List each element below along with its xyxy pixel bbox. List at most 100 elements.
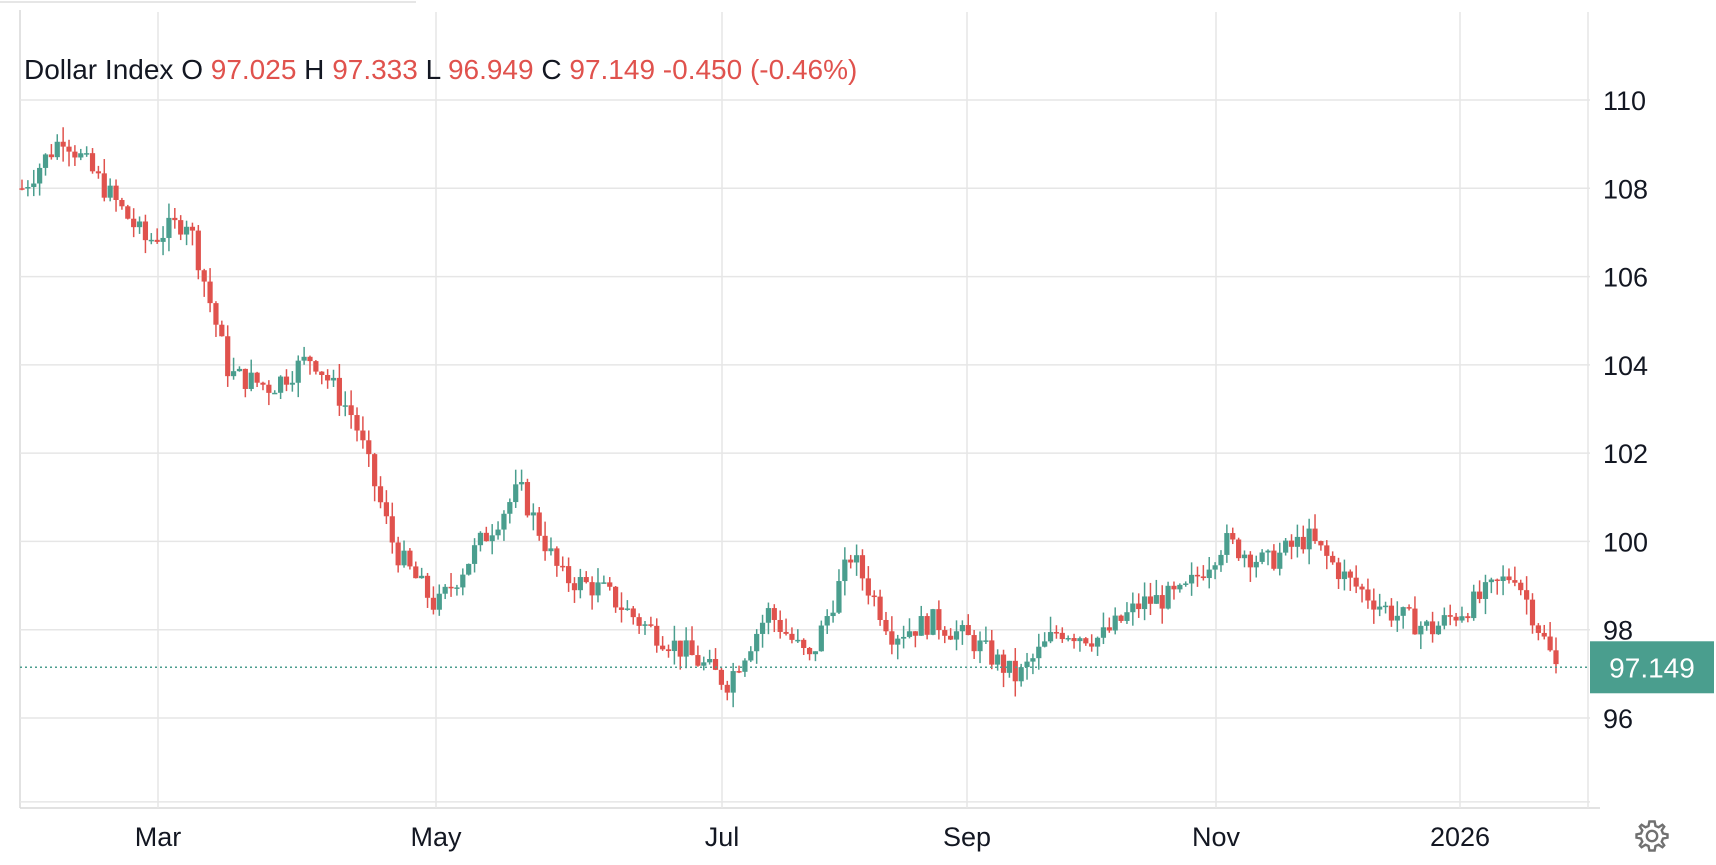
candle-body xyxy=(489,535,495,542)
candle-body xyxy=(1083,638,1089,644)
candle-body xyxy=(1265,550,1271,553)
candle-body xyxy=(31,183,37,187)
candle-body xyxy=(1482,582,1489,599)
candle-body xyxy=(1541,632,1547,637)
candle-body xyxy=(1000,654,1007,673)
last-price-tag-text: 97.149 xyxy=(1609,652,1695,683)
candle-body xyxy=(1476,591,1483,599)
candle-body xyxy=(554,548,560,566)
candle-body xyxy=(1042,641,1048,647)
candle-body xyxy=(301,356,307,361)
candle-body xyxy=(225,336,231,377)
candle-body xyxy=(1165,585,1171,609)
candle-body xyxy=(1335,562,1342,580)
candle-body xyxy=(1018,667,1024,682)
candle-body xyxy=(648,624,654,626)
candle-body xyxy=(1047,632,1054,642)
candle-body xyxy=(1089,643,1095,647)
legend-open-label: O xyxy=(181,54,203,85)
candle-body xyxy=(1294,536,1300,547)
candle-body xyxy=(254,372,260,383)
candle-body xyxy=(1330,555,1336,563)
legend-change-pct: (-0.46%) xyxy=(749,54,858,85)
candle-body xyxy=(1241,554,1248,559)
candle-body xyxy=(372,454,378,487)
candle-body xyxy=(1012,660,1018,682)
candle-body xyxy=(624,608,630,610)
candle-body xyxy=(413,566,419,579)
candle-body xyxy=(1471,591,1477,619)
candle-body xyxy=(37,167,43,184)
candle-body xyxy=(1359,586,1365,590)
candle-body xyxy=(483,532,489,542)
candle-body xyxy=(654,625,660,646)
candle-body xyxy=(131,218,137,228)
candle-body xyxy=(419,575,425,579)
candle-body xyxy=(513,484,519,503)
candle-body xyxy=(812,651,819,655)
candle-body xyxy=(495,529,501,536)
candle-body xyxy=(1030,658,1036,662)
candle-body xyxy=(630,608,636,618)
candle-body xyxy=(48,154,54,158)
legend-close-value: 97.149 xyxy=(569,54,656,85)
y-tick-label: 96 xyxy=(1603,704,1633,734)
candle-body xyxy=(842,559,848,582)
candle-body xyxy=(560,565,566,568)
candle-body xyxy=(1547,636,1553,651)
candle-body xyxy=(1189,574,1195,584)
candle-body xyxy=(1147,596,1154,604)
candle-body xyxy=(1112,615,1118,631)
candle-body xyxy=(389,516,395,543)
candle-body xyxy=(818,625,824,652)
candle-body xyxy=(383,502,389,517)
candle-body xyxy=(518,482,525,485)
candle-body xyxy=(607,582,613,587)
candle-body xyxy=(1506,576,1512,581)
candle-body xyxy=(1277,552,1283,569)
y-tick-label: 104 xyxy=(1603,351,1648,381)
candle-body xyxy=(765,608,772,623)
candle-body xyxy=(336,377,342,406)
candle-body xyxy=(777,619,783,632)
candle-body xyxy=(1306,528,1312,550)
price-layer: 97.149 xyxy=(20,641,1714,694)
candle-body xyxy=(989,640,995,665)
candle-body xyxy=(1124,612,1130,621)
candle-body xyxy=(342,405,348,407)
candle-body xyxy=(1518,582,1524,591)
candle-body xyxy=(430,597,437,610)
candle-layer xyxy=(19,127,1559,708)
candle-body xyxy=(1247,554,1253,568)
candle-body xyxy=(360,430,366,441)
candle-body xyxy=(178,220,184,235)
candle-body xyxy=(1118,615,1124,621)
candle-body xyxy=(771,608,777,620)
candle-body xyxy=(1100,627,1107,638)
gear-icon[interactable] xyxy=(1634,818,1670,854)
y-tick-label: 100 xyxy=(1603,527,1648,557)
candle-body xyxy=(460,574,466,588)
candle-body xyxy=(936,609,942,631)
candle-body xyxy=(901,636,907,639)
candle-body xyxy=(1288,540,1295,547)
candle-body xyxy=(1400,607,1406,616)
candle-body xyxy=(742,660,748,672)
y-tick-label: 102 xyxy=(1603,439,1648,469)
candle-body xyxy=(1071,638,1077,642)
candle-body xyxy=(1388,605,1395,621)
candle-body xyxy=(1371,600,1377,610)
candle-body xyxy=(1347,571,1353,578)
candle-body xyxy=(601,582,607,584)
x-tick-label: May xyxy=(410,822,462,852)
candle-body xyxy=(154,239,160,242)
candle-body xyxy=(1535,625,1541,633)
candle-body xyxy=(1377,606,1383,610)
axis-layer: 110 108 106 104 102 100 98 96 Mar May Jul Sep Nov 202… xyxy=(135,86,1648,852)
legend-change: -0.450 xyxy=(662,54,743,85)
candle-body xyxy=(724,684,730,693)
candle-body xyxy=(448,586,454,589)
candle-body xyxy=(1459,616,1465,621)
candle-body xyxy=(172,217,178,221)
